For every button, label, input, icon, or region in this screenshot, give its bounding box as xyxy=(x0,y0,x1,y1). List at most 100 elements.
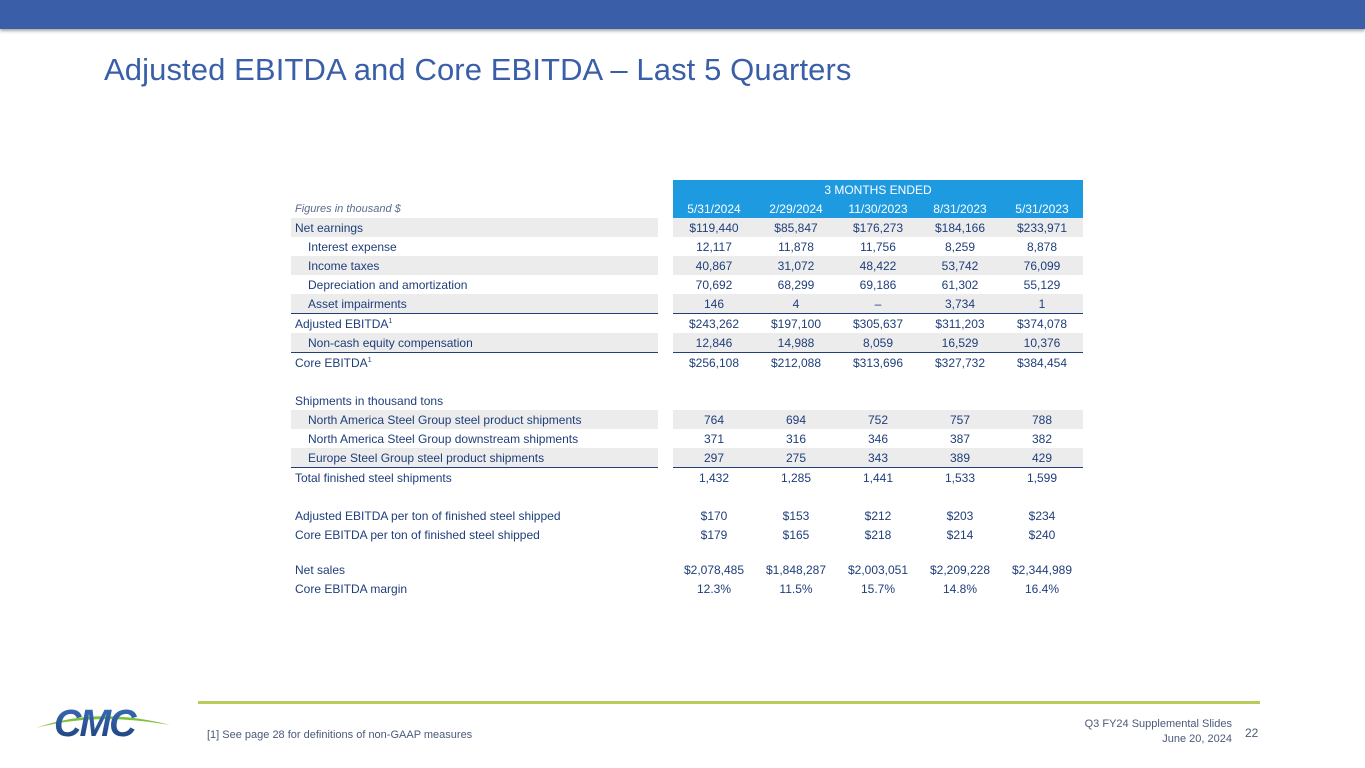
column-header: 8/31/2023 xyxy=(919,199,1001,218)
cell: $203 xyxy=(946,508,974,523)
row-label: Asset impairments xyxy=(291,294,658,314)
cell: 788 xyxy=(1001,410,1083,429)
row-label-text: Core EBITDA xyxy=(295,355,368,370)
footer-info: Q3 FY24 Supplemental Slides June 20, 202… xyxy=(1085,717,1232,747)
page-title: Adjusted EBITDA and Core EBITDA – Last 5… xyxy=(104,52,852,87)
row-label: Core EBITDA margin xyxy=(295,581,408,596)
column-header: 5/31/2023 xyxy=(1001,199,1083,218)
table-row: Core EBITDA per ton of finished steel sh… xyxy=(291,525,1083,544)
cell: 11,878 xyxy=(778,239,814,254)
cell: 757 xyxy=(919,410,1001,429)
cell: 11.5% xyxy=(779,581,813,596)
cell: 14.8% xyxy=(942,581,978,596)
row-label: Depreciation and amortization xyxy=(308,277,468,292)
table-row: Income taxes 40,867 31,072 48,422 53,742… xyxy=(291,256,1083,275)
page-number: 22 xyxy=(1245,726,1259,740)
table-header-row: Figures in thousand $ 5/31/2024 2/29/202… xyxy=(291,199,1083,218)
table-band-row: 3 MONTHS ENDED xyxy=(291,180,1083,199)
cell: 387 xyxy=(949,431,971,446)
cell: 69,186 xyxy=(859,277,897,292)
cell: 146 xyxy=(673,294,755,314)
cell: 316 xyxy=(785,431,807,446)
cell: $233,971 xyxy=(1001,218,1083,237)
logo-swoosh xyxy=(36,716,170,728)
cell: 8,878 xyxy=(1026,239,1058,254)
figures-label: Figures in thousand $ xyxy=(295,202,401,215)
column-header: 11/30/2023 xyxy=(837,199,919,218)
cell: 31,072 xyxy=(755,256,837,275)
cell: $170 xyxy=(700,508,728,523)
cell: $119,440 xyxy=(673,218,755,237)
cell: $305,637 xyxy=(837,313,919,333)
row-label: Income taxes xyxy=(291,256,658,275)
cell: 297 xyxy=(673,448,755,468)
cell: 429 xyxy=(1001,448,1083,468)
spacer-row xyxy=(291,487,1083,506)
table-row: Non-cash equity compensation 12,846 14,9… xyxy=(291,333,1083,353)
cell: $311,203 xyxy=(919,313,1001,333)
spacer-row xyxy=(291,544,1083,560)
row-label: Core EBITDA per ton of finished steel sh… xyxy=(295,527,540,542)
cell: $176,273 xyxy=(837,218,919,237)
cell: 68,299 xyxy=(777,277,815,292)
ebitda-table: 3 MONTHS ENDED Figures in thousand $ 5/3… xyxy=(291,180,1083,598)
cell: 10,376 xyxy=(1001,333,1083,353)
deck-title: Q3 FY24 Supplemental Slides xyxy=(1084,718,1232,730)
cell: $165 xyxy=(782,527,810,542)
row-label: Core EBITDA1 xyxy=(291,352,658,372)
cell: 40,867 xyxy=(673,256,755,275)
column-header: 5/31/2024 xyxy=(673,199,755,218)
cell: 275 xyxy=(755,448,837,468)
row-label: Adjusted EBITDA1 xyxy=(291,313,658,333)
row-label-text: Adjusted EBITDA xyxy=(295,316,389,331)
cell: 1,533 xyxy=(919,467,1001,487)
cell: $85,847 xyxy=(755,218,837,237)
band-title: 3 MONTHS ENDED xyxy=(673,180,1083,199)
cell: 16,529 xyxy=(919,333,1001,353)
cell: – xyxy=(837,294,919,314)
footnote: [1] See page 28 for definitions of non-G… xyxy=(207,729,473,741)
cell: 15.7% xyxy=(860,581,896,596)
section-heading-row: Shipments in thousand tons xyxy=(291,391,1083,410)
cell: $234 xyxy=(1028,508,1056,523)
cell: $256,108 xyxy=(673,352,755,372)
table-row: Core EBITDA1 $256,108 $212,088 $313,696 … xyxy=(291,352,1083,372)
row-label: Non-cash equity compensation xyxy=(291,333,658,353)
cell: $384,454 xyxy=(1001,352,1083,372)
cell: $374,078 xyxy=(1001,313,1083,333)
table-row: Core EBITDA margin 12.3% 11.5% 15.7% 14.… xyxy=(291,579,1083,598)
top-banner xyxy=(0,0,1365,29)
table-row: Depreciation and amortization 70,692 68,… xyxy=(291,275,1083,294)
cell: $327,732 xyxy=(919,352,1001,372)
table-row: Adjusted EBITDA1 $243,262 $197,100 $305,… xyxy=(291,313,1083,333)
cell: 1,432 xyxy=(673,467,755,487)
cell: 4 xyxy=(755,294,837,314)
cell: $2,209,228 xyxy=(929,562,991,577)
cell: $212,088 xyxy=(755,352,837,372)
table-row: Net earnings $119,440 $85,847 $176,273 $… xyxy=(291,218,1083,237)
cell: 752 xyxy=(837,410,919,429)
row-label: North America Steel Group downstream shi… xyxy=(308,431,579,446)
row-label: Adjusted EBITDA per ton of finished stee… xyxy=(295,508,561,523)
cell: 12,846 xyxy=(673,333,755,353)
row-label: North America Steel Group steel product … xyxy=(291,410,658,429)
cell: 53,742 xyxy=(919,256,1001,275)
row-label: Europe Steel Group steel product shipmen… xyxy=(291,448,658,468)
footer-divider xyxy=(198,701,1260,704)
table-row: North America Steel Group downstream shi… xyxy=(291,429,1083,448)
cmc-logo: CMC xyxy=(36,698,172,745)
column-header: 2/29/2024 xyxy=(755,199,837,218)
footnote-marker: 1 xyxy=(367,356,372,364)
cell: $214 xyxy=(946,527,974,542)
logo-text: CMC xyxy=(54,703,137,740)
cell: 16.4% xyxy=(1024,581,1060,596)
table-row: Asset impairments 146 4 – 3,734 1 xyxy=(291,294,1083,314)
section-heading: Shipments in thousand tons xyxy=(295,393,444,408)
table-row: Net sales $2,078,485 $1,848,287 $2,003,0… xyxy=(291,560,1083,579)
cell: 14,988 xyxy=(755,333,837,353)
cell: 389 xyxy=(919,448,1001,468)
cell: $153 xyxy=(782,508,810,523)
cell: 1,285 xyxy=(755,467,837,487)
row-label: Interest expense xyxy=(308,239,397,254)
cell: 382 xyxy=(1031,431,1053,446)
